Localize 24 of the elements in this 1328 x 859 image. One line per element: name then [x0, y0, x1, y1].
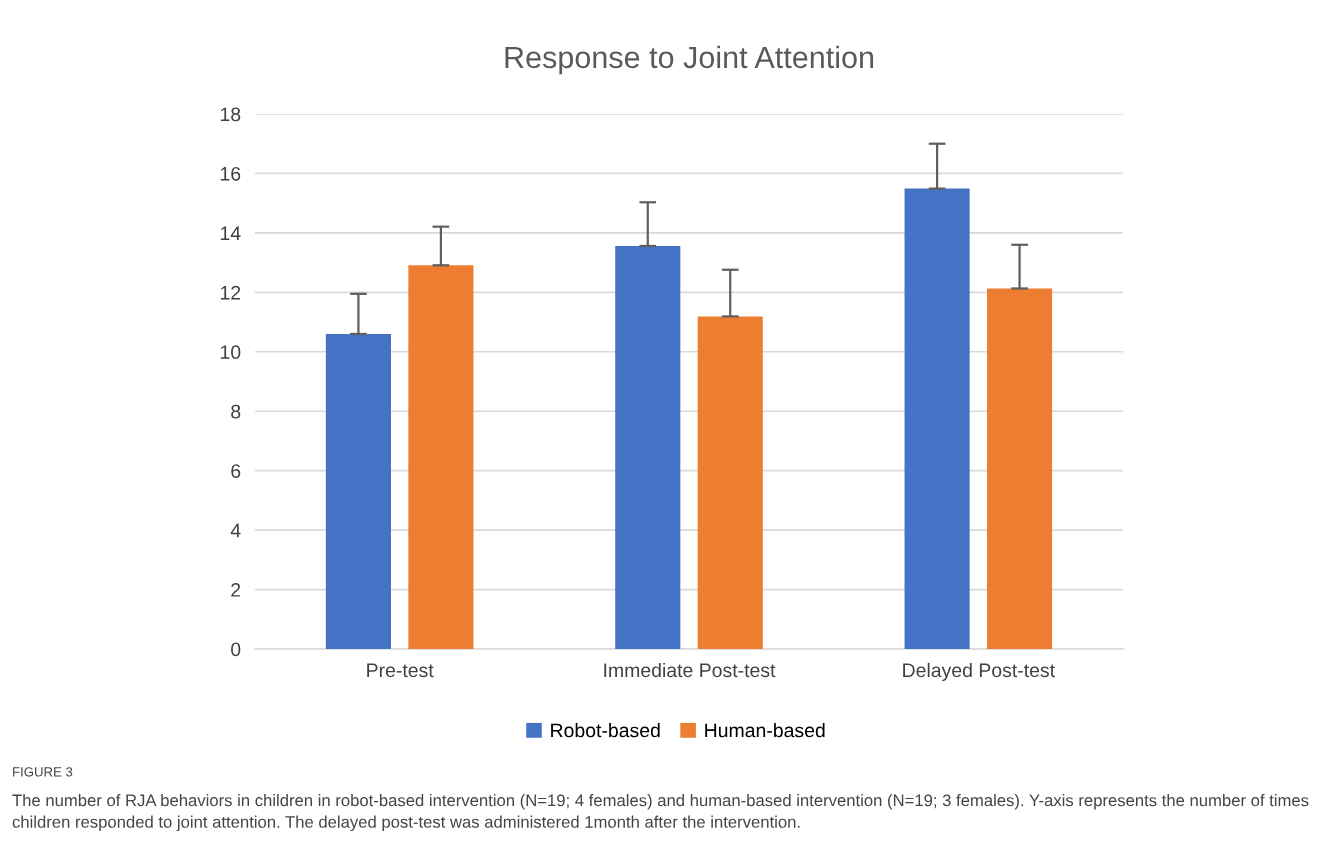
x-tick-label: Delayed Post-test — [903, 662, 1055, 682]
y-tick-label: 14 — [220, 226, 241, 240]
y-tick-label: 0 — [231, 642, 241, 657]
y-tick-label: 6 — [231, 464, 241, 478]
bar — [325, 333, 391, 649]
y-tick-label: 18 — [220, 107, 241, 122]
y-tick-label: 10 — [220, 345, 241, 360]
y-tick-label: 2 — [231, 583, 241, 597]
legend-label: Robot-based — [551, 722, 660, 738]
bar — [987, 288, 1053, 649]
bar — [615, 245, 681, 649]
x-tick-label: Immediate Post-test — [604, 662, 776, 678]
y-tick-label: 16 — [220, 166, 241, 181]
y-tick-label: 12 — [220, 285, 241, 300]
text: The number of RJA behaviors in children in robot-based intervention (N=19; 4 females) and human-based intervention (N=19; 3 females). Y-axis represents the number of times children responded to joint attention. The delayed post-test was administered 1month after the intervention. — [12, 794, 1309, 832]
bar — [697, 316, 763, 649]
legend-label: Human-based — [705, 722, 825, 738]
x-tick-label: Pre-test — [367, 663, 434, 678]
bar — [904, 188, 970, 649]
y-tick-label: 4 — [230, 523, 241, 538]
bar — [408, 265, 474, 649]
caption: FIGURE 3 — [13, 767, 73, 777]
chart-title: Response to Joint Attention — [505, 45, 874, 75]
y-tick-label: 8 — [231, 404, 241, 419]
